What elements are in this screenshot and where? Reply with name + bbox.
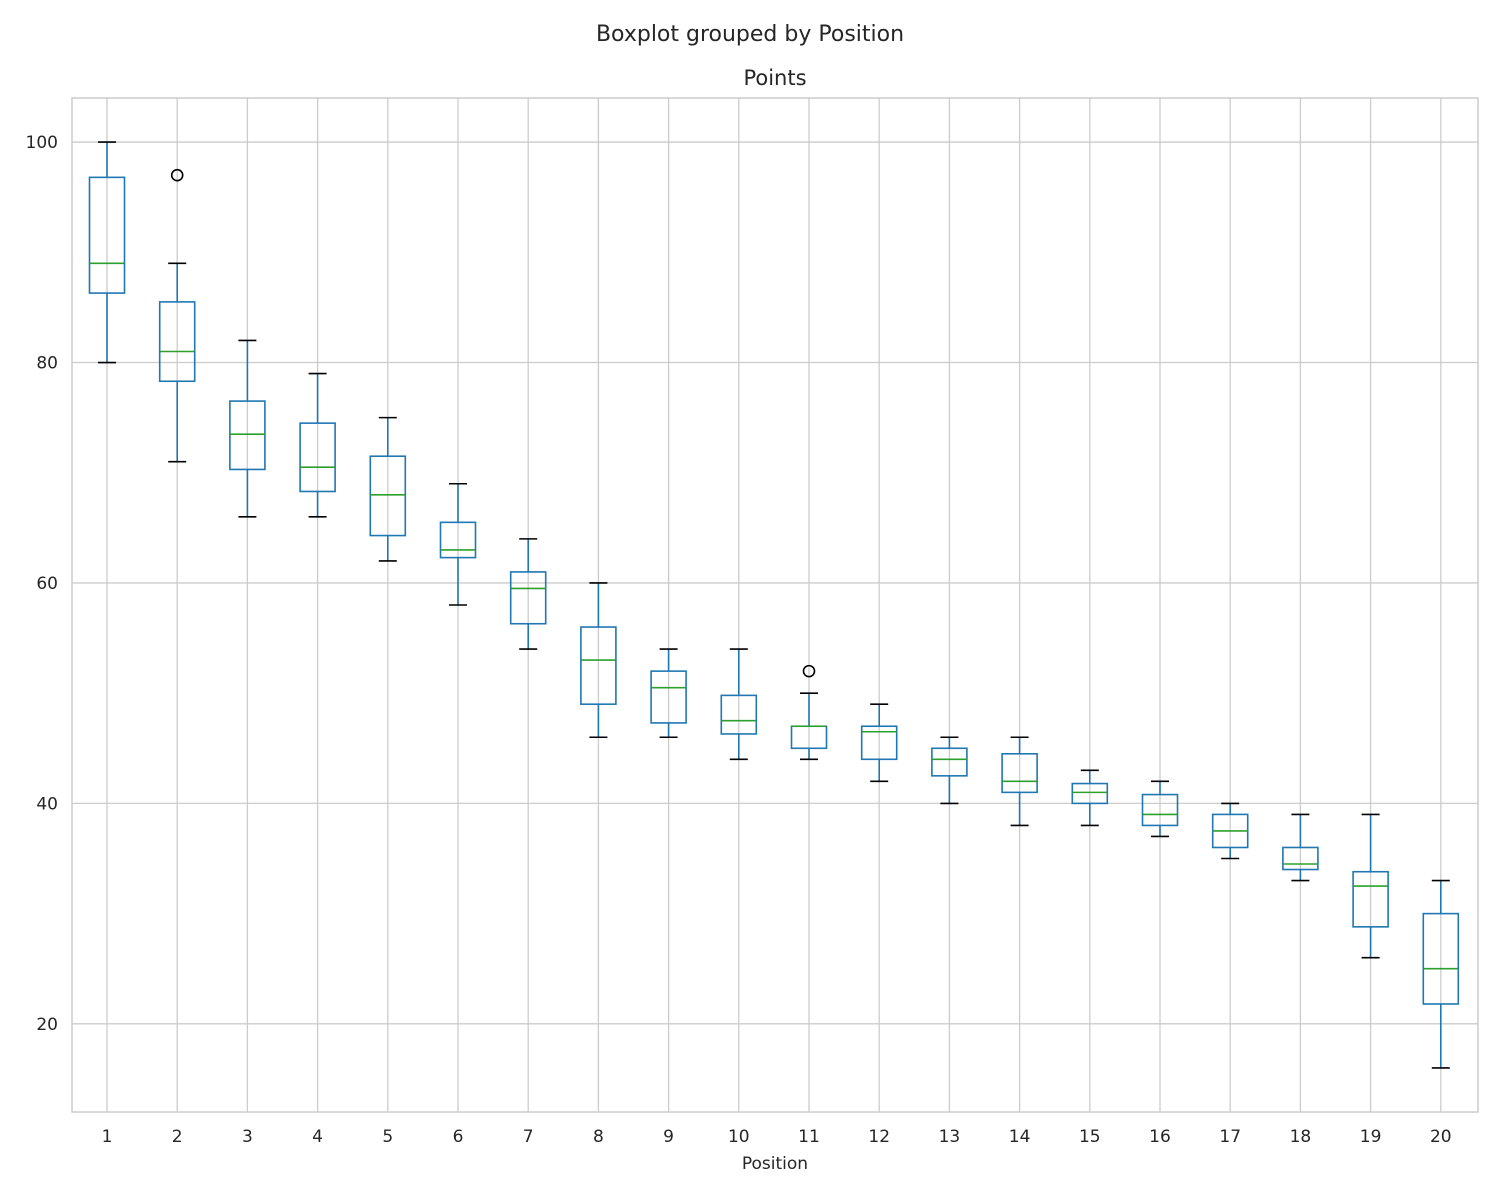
box-rect-13 <box>931 747 968 777</box>
flier-point-11-0 <box>802 664 816 678</box>
boxes-group <box>88 141 1460 1069</box>
x-tick-label-15: 15 <box>1079 1127 1101 1147</box>
box-position-6 <box>439 482 477 606</box>
y-tick-label-80: 80 <box>36 354 58 374</box>
x-tick-label-10: 10 <box>728 1127 750 1147</box>
box-rect-18 <box>1282 846 1319 871</box>
x-tick-label-19: 19 <box>1360 1127 1382 1147</box>
x-tick-label-5: 5 <box>382 1127 393 1147</box>
x-tick-label-18: 18 <box>1290 1127 1312 1147</box>
box-position-11 <box>790 664 828 761</box>
box-rect-14 <box>1001 752 1038 794</box>
box-rect-19 <box>1352 870 1389 928</box>
box-position-15 <box>1071 769 1109 827</box>
box-position-5 <box>369 416 407 562</box>
box-rect-8 <box>580 626 617 705</box>
box-rect-12 <box>860 725 898 761</box>
x-tick-label-3: 3 <box>242 1127 253 1147</box>
chart-suptitle: Boxplot grouped by Position <box>596 22 904 47</box>
box-rect-20 <box>1422 912 1460 1005</box>
box-position-20 <box>1422 879 1460 1069</box>
box-rect-4 <box>299 422 336 493</box>
box-position-19 <box>1352 813 1389 959</box>
box-rect-2 <box>158 301 196 383</box>
x-tick-label-12: 12 <box>868 1127 890 1147</box>
plot-frame <box>71 97 1479 1113</box>
box-position-2 <box>158 168 196 463</box>
y-tick-label-60: 60 <box>36 574 58 594</box>
x-tick-label-4: 4 <box>312 1127 323 1147</box>
x-tick-label-11: 11 <box>798 1127 820 1147</box>
box-rect-16 <box>1141 793 1179 827</box>
box-rect-15 <box>1071 782 1109 805</box>
x-axis-label: Position <box>742 1154 808 1174</box>
x-tick-label-14: 14 <box>1009 1127 1031 1147</box>
box-rect-5 <box>369 455 407 537</box>
box-position-8 <box>580 582 617 739</box>
box-rect-6 <box>439 521 477 559</box>
box-rect-10 <box>720 694 758 735</box>
box-position-7 <box>509 538 547 650</box>
box-position-10 <box>720 648 758 761</box>
x-tick-label-17: 17 <box>1219 1127 1241 1147</box>
x-tick-label-1: 1 <box>102 1127 113 1147</box>
box-position-18 <box>1282 813 1319 882</box>
box-position-12 <box>860 703 898 783</box>
box-rect-1 <box>88 176 126 294</box>
box-rect-9 <box>650 670 687 724</box>
box-rect-7 <box>509 571 547 625</box>
box-position-13 <box>931 736 968 805</box>
x-tick-label-20: 20 <box>1430 1127 1452 1147</box>
y-tick-label-20: 20 <box>36 1015 58 1035</box>
x-tick-label-13: 13 <box>939 1127 961 1147</box>
y-tick-label-40: 40 <box>36 794 58 814</box>
grid-lines <box>72 98 1478 1112</box>
box-position-4 <box>299 372 336 518</box>
x-tick-label-7: 7 <box>523 1127 534 1147</box>
x-tick-label-9: 9 <box>663 1127 674 1147</box>
x-tick-label-16: 16 <box>1149 1127 1171 1147</box>
x-tick-labels: 1 2 3 4 5 6 7 8 9 10 11 12 13 14 15 16 17 18 19 20 <box>102 1127 1452 1147</box>
chart-title: Points <box>743 66 806 90</box>
box-position-9 <box>650 648 687 739</box>
y-tick-label-100: 100 <box>26 133 58 153</box>
flier-point-2-0 <box>170 168 184 182</box>
box-position-14 <box>1001 736 1038 827</box>
box-rect-3 <box>229 400 266 471</box>
box-position-3 <box>229 339 266 518</box>
box-position-17 <box>1211 802 1249 860</box>
x-tick-label-8: 8 <box>593 1127 604 1147</box>
x-tick-label-6: 6 <box>453 1127 464 1147</box>
box-position-1 <box>88 141 126 364</box>
y-tick-labels: 20 40 60 80 100 <box>26 133 58 1035</box>
box-position-16 <box>1141 780 1179 838</box>
x-tick-label-2: 2 <box>172 1127 183 1147</box>
